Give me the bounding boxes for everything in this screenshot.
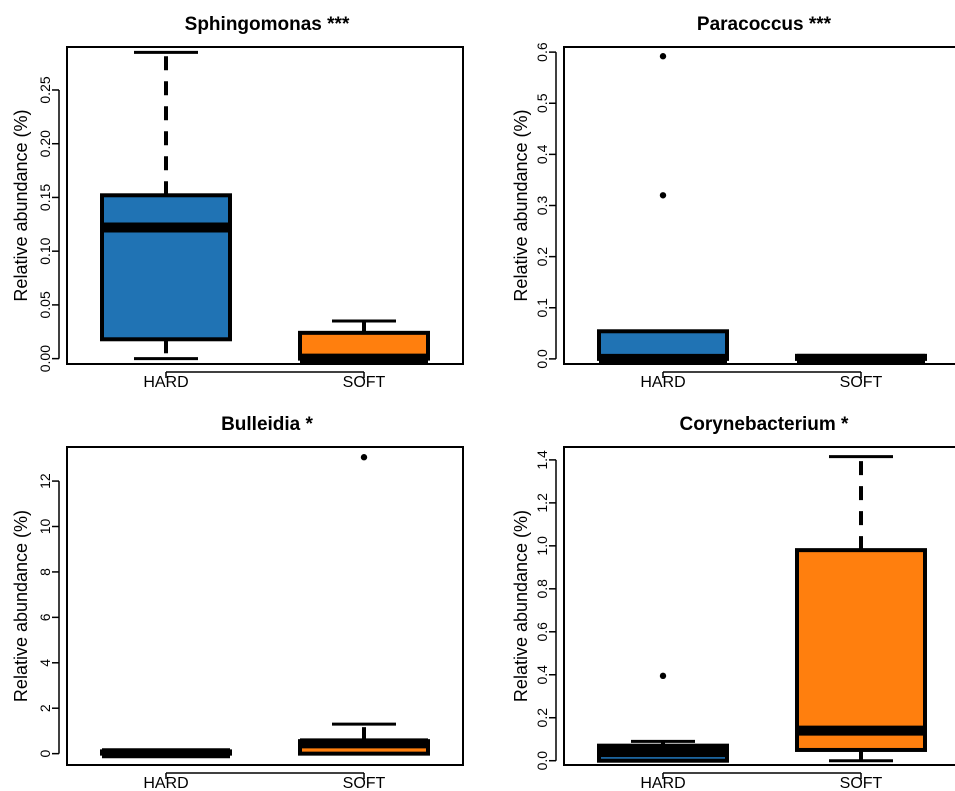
y-tick-label: 0.0 <box>534 751 550 771</box>
plot-frame <box>563 46 955 365</box>
x-category-label: HARD <box>640 775 685 791</box>
chart-panel-3: Bulleidia * Relative abundance (%) 0 2 4 6 8 10… <box>11 414 464 791</box>
x-category-label: SOFT <box>840 775 883 791</box>
y-axis-label: Relative abundance (%) <box>11 109 31 301</box>
x-category-label: HARD <box>143 775 188 791</box>
x-category-label: HARD <box>640 374 685 391</box>
chart-panel-2: Paracoccus *** Relative abundance (%) 0.0 0… <box>511 14 955 391</box>
y-tick-label: 2 <box>37 704 53 712</box>
x-category-label: HARD <box>143 374 188 391</box>
box-soft <box>298 319 430 364</box>
y-tick-label: 0.00 <box>37 345 53 372</box>
y-tick-label: 1.2 <box>534 493 550 513</box>
box-soft <box>795 455 927 763</box>
box-hard <box>100 50 232 361</box>
y-tick-label: 0.0 <box>534 349 550 369</box>
y-tick-label: 0.4 <box>534 144 550 164</box>
y-tick-label: 1.0 <box>534 536 550 556</box>
y-tick-label: 0.25 <box>37 76 53 103</box>
y-tick-label: 0.2 <box>534 247 550 267</box>
plot-frame <box>66 446 464 766</box>
y-tick-label: 1.4 <box>534 450 550 470</box>
box-soft <box>298 454 430 756</box>
y-tick-label: 12 <box>37 473 53 489</box>
y-axis-label: Relative abundance (%) <box>511 510 531 702</box>
box-hard <box>100 748 232 759</box>
y-tick-label: 6 <box>37 613 53 621</box>
outlier-point <box>659 53 667 60</box>
y-axis-label: Relative abundance (%) <box>11 510 31 702</box>
y-tick-label: 0.4 <box>534 665 550 685</box>
y-tick-label: 0.3 <box>534 196 550 216</box>
y-tick-label: 0.1 <box>534 298 550 318</box>
y-tick-label: 10 <box>37 519 53 535</box>
chart-title: Paracoccus *** <box>697 14 832 35</box>
outlier-point <box>360 454 368 461</box>
y-tick-label: 0.5 <box>534 93 550 113</box>
outlier-point <box>659 192 667 199</box>
chart-title: Corynebacterium * <box>680 414 850 435</box>
box-body <box>100 193 232 342</box>
chart-panel-4: Corynebacterium *Relative abundance (%)0… <box>511 414 955 791</box>
chart-panel-1: Sphingomonas *** Relative abundance (%) 0.… <box>11 14 464 391</box>
y-tick-label: 8 <box>37 568 53 576</box>
plot-frame <box>563 446 955 766</box>
x-category-label: SOFT <box>343 374 386 391</box>
x-category-label: SOFT <box>840 374 883 391</box>
box-soft <box>795 353 927 364</box>
y-tick-label: 0.6 <box>534 622 550 642</box>
y-tick-label: 0 <box>37 750 53 758</box>
box-hard <box>597 53 729 364</box>
y-tick-label: 0.15 <box>37 184 53 211</box>
x-category-label: SOFT <box>343 775 386 791</box>
y-tick-label: 0.8 <box>534 579 550 599</box>
y-tick-label: 0.2 <box>534 708 550 728</box>
plot-frame <box>66 46 464 365</box>
y-axis-label: Relative abundance (%) <box>511 109 531 301</box>
chart-title: Sphingomonas *** <box>185 14 350 35</box>
y-tick-label: 0.6 <box>534 42 550 62</box>
y-tick-label: 0.10 <box>37 237 53 264</box>
outlier-point <box>659 672 667 680</box>
chart-title: Bulleidia * <box>221 414 313 435</box>
box-body <box>795 548 927 752</box>
y-tick-label: 4 <box>37 659 53 667</box>
box-hard <box>597 672 729 763</box>
y-tick-label: 0.20 <box>37 130 53 157</box>
y-tick-label: 0.05 <box>37 291 53 318</box>
